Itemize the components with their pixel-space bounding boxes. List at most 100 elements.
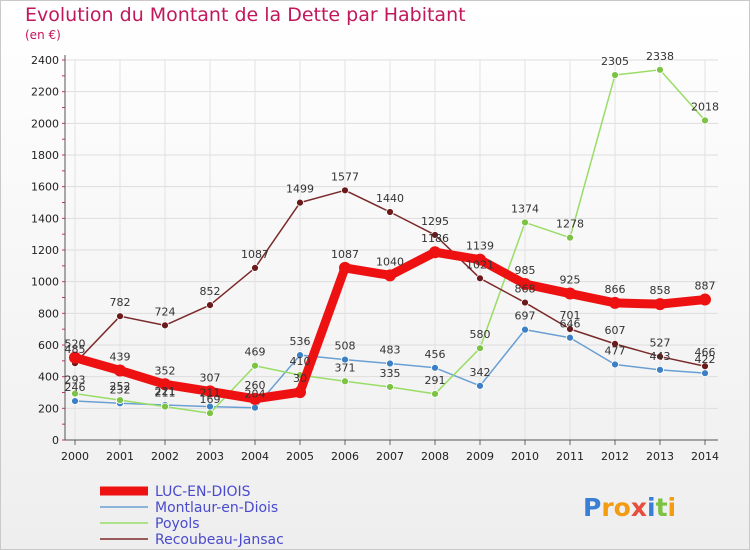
data-label-poyols: 580: [470, 328, 491, 341]
data-point-montlaur-en-diois: [341, 355, 349, 364]
data-point-recoubeau-jansac: [656, 352, 664, 361]
data-point-poyols: [611, 71, 619, 79]
x-tick-label: 2009: [466, 450, 494, 463]
chart-unit: (en €): [25, 28, 61, 42]
data-label-poyols: 169: [200, 393, 221, 406]
data-label-montlaur-en-diois: 456: [425, 348, 446, 361]
data-label-montlaur-en-diois: 508: [335, 340, 356, 353]
x-tick-label: 2013: [646, 450, 674, 463]
data-label-montlaur-en-diois: 232: [110, 383, 131, 396]
data-point-poyols: [431, 390, 439, 398]
x-tick-label: 2002: [151, 450, 179, 463]
data-label-recoubeau-jansac: 701: [560, 309, 581, 322]
data-label-luc-en-diois: 887: [695, 280, 716, 293]
data-point-recoubeau-jansac: [296, 198, 304, 207]
data-label-luc-en-diois: 260: [245, 379, 266, 392]
data-point-recoubeau-jansac: [431, 231, 439, 239]
data-label-montlaur-en-diois: 483: [380, 344, 401, 357]
data-label-luc-en-diois: 30: [293, 372, 307, 385]
legend-label: Montlaur-en-Diois: [155, 500, 278, 516]
data-point-recoubeau-jansac: [566, 325, 574, 333]
data-point-luc-en-diois: [474, 253, 486, 266]
data-point-recoubeau-jansac: [476, 274, 484, 283]
data-point-poyols: [251, 361, 259, 370]
y-tick-label: 600: [38, 339, 59, 352]
data-label-montlaur-en-diois: 443: [650, 350, 671, 363]
data-point-montlaur-en-diois: [476, 381, 484, 390]
data-point-poyols: [656, 65, 664, 74]
grid: [65, 59, 718, 441]
data-label-luc-en-diois: 520: [65, 338, 86, 351]
x-tick-label: 2007: [376, 450, 404, 463]
data-point-poyols: [161, 402, 169, 411]
data-label-recoubeau-jansac: 607: [605, 324, 626, 337]
data-point-montlaur-en-diois: [251, 403, 259, 412]
data-point-recoubeau-jansac: [341, 186, 349, 195]
data-point-luc-en-diois: [699, 293, 711, 306]
data-label-montlaur-en-diois: 246: [65, 381, 86, 394]
x-tick-label: 2005: [286, 450, 314, 463]
data-label-poyols: 1374: [511, 202, 539, 215]
data-label-luc-en-diois: 925: [560, 274, 581, 287]
x-tick-label: 2003: [196, 450, 224, 463]
data-point-luc-en-diois: [294, 386, 306, 399]
y-tick-label: 400: [38, 371, 59, 384]
y-tick-label: 0: [52, 434, 59, 447]
data-label-recoubeau-jansac: 466: [695, 346, 716, 359]
data-label-poyols: 469: [245, 346, 266, 359]
data-point-luc-en-diois: [384, 269, 396, 282]
data-point-poyols: [701, 116, 709, 125]
data-label-recoubeau-jansac: 1499: [286, 183, 314, 196]
data-label-poyols: 410: [290, 355, 311, 368]
data-point-montlaur-en-diois: [71, 397, 79, 405]
y-tick-label: 1800: [31, 149, 59, 162]
data-label-montlaur-en-diois: 342: [470, 366, 491, 379]
data-point-poyols: [566, 233, 574, 242]
data-labels: 520 439 352 307 260 30 1087 1040 1186 1139 985 925 8…: [65, 50, 720, 406]
data-point-montlaur-en-diois: [431, 363, 439, 372]
data-label-recoubeau-jansac: 782: [110, 296, 131, 309]
y-tick-label: 2000: [31, 117, 59, 130]
data-point-luc-en-diois: [654, 298, 666, 311]
chart-title: Evolution du Montant de la Dette par Hab…: [25, 4, 466, 26]
data-label-poyols: 335: [380, 367, 401, 380]
data-label-montlaur-en-diois: 536: [290, 335, 311, 348]
data-label-luc-en-diois: 866: [605, 283, 626, 296]
data-point-luc-en-diois: [609, 296, 621, 309]
data-label-recoubeau-jansac: 527: [650, 337, 671, 350]
y-tick-label: 2400: [31, 54, 59, 67]
proxiti-logo-text: Proxiti: [583, 493, 676, 522]
legend: LUC-EN-DIOISMontlaur-en-DioisPoyolsRecou…: [100, 484, 284, 548]
legend-label: LUC-EN-DIOIS: [155, 484, 251, 500]
data-label-luc-en-diois: 1040: [376, 255, 404, 268]
data-label-montlaur-en-diois: 697: [515, 310, 536, 323]
x-tick-label: 2014: [691, 450, 719, 463]
data-point-poyols: [386, 383, 394, 391]
axes: 0 200 400 600 800 1000 1200 1400 1600 1800 2000 220…: [31, 54, 719, 463]
data-label-luc-en-diois: 985: [515, 264, 536, 277]
data-label-luc-en-diois: 858: [650, 284, 671, 297]
y-tick-label: 1000: [31, 276, 59, 289]
data-label-luc-en-diois: 307: [200, 371, 221, 384]
data-label-luc-en-diois: 1087: [331, 248, 359, 261]
data-label-recoubeau-jansac: 1440: [376, 192, 404, 205]
data-label-poyols: 2305: [601, 55, 629, 68]
data-label-poyols: 293: [65, 374, 86, 387]
data-label-montlaur-en-diois: 477: [605, 344, 626, 357]
data-label-poyols: 2338: [646, 50, 674, 63]
x-tick-label: 2004: [241, 450, 269, 463]
data-point-recoubeau-jansac: [701, 362, 709, 371]
x-tick-label: 2001: [106, 450, 134, 463]
logo-letter: i: [668, 493, 677, 522]
legend-label: Recoubeau-Jansac: [155, 532, 284, 548]
data-label-montlaur-en-diois: 211: [200, 387, 221, 400]
x-tick-label: 2006: [331, 450, 359, 463]
data-label-montlaur-en-diois: 646: [560, 318, 581, 331]
data-label-recoubeau-jansac: 1021: [466, 258, 494, 271]
y-tick-label: 1600: [31, 181, 59, 194]
data-point-luc-en-diois: [204, 385, 216, 398]
data-point-recoubeau-jansac: [386, 208, 394, 216]
data-label-montlaur-en-diois: 221: [155, 385, 176, 398]
data-label-recoubeau-jansac: 485: [65, 343, 86, 356]
